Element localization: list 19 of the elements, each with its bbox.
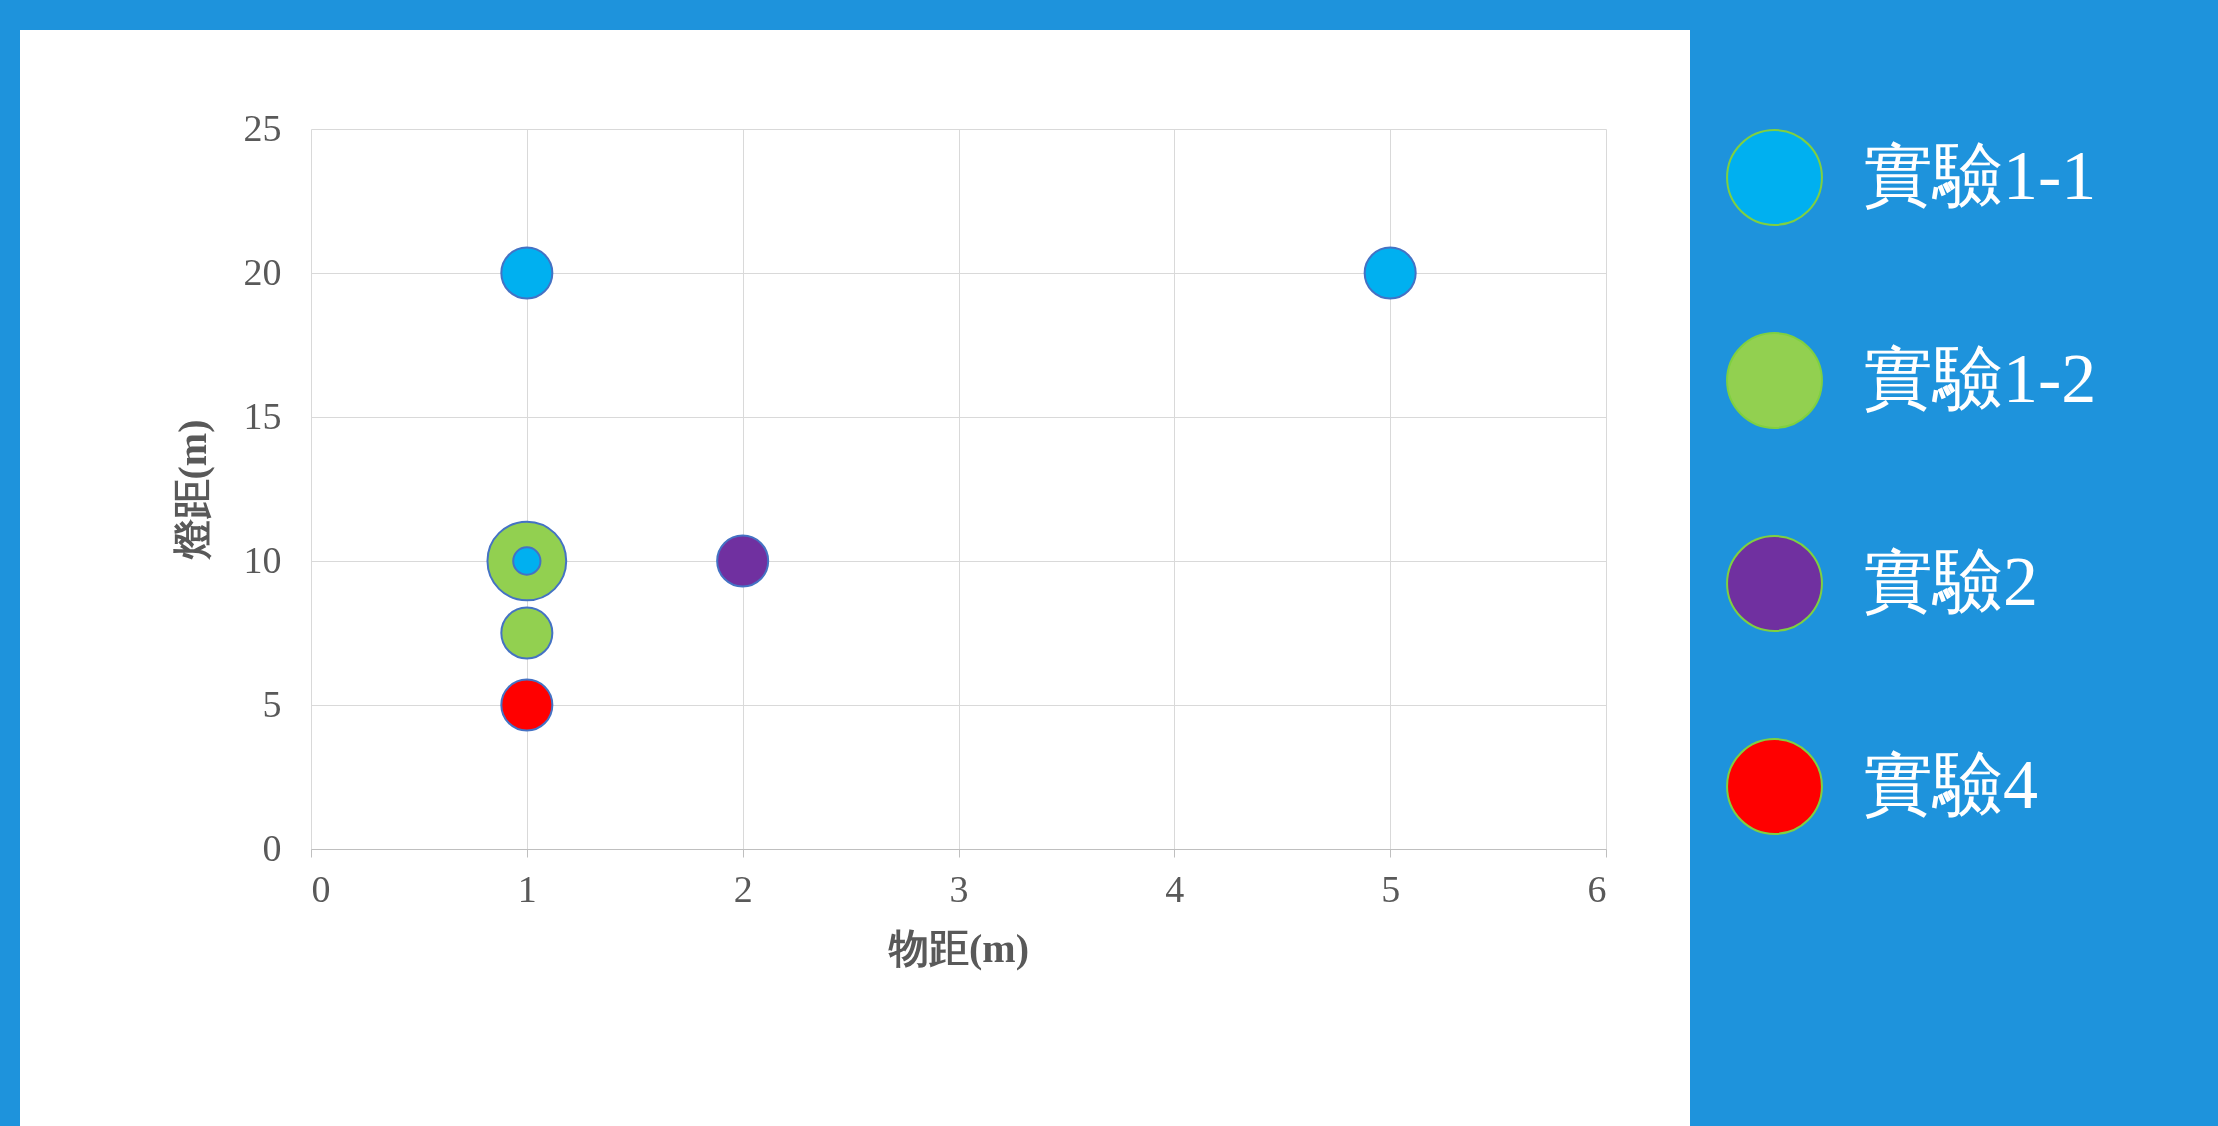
x-tick-label: 2 xyxy=(733,867,753,910)
x-tick-label: 0 xyxy=(311,867,331,910)
y-tick-label: 20 xyxy=(243,250,282,293)
x-axis-title: 物距(m) xyxy=(888,925,1029,971)
x-tick-label: 4 xyxy=(1165,867,1185,910)
legend-label: 實驗1-1 xyxy=(1863,136,2097,214)
y-axis-title: 燈距(m) xyxy=(169,419,215,561)
y-tick-label: 0 xyxy=(262,826,282,869)
legend-label: 實驗2 xyxy=(1863,542,2038,620)
x-tick-label: 1 xyxy=(517,867,537,910)
y-tick-label: 10 xyxy=(243,538,282,581)
y-tick-label: 25 xyxy=(243,106,282,149)
y-tick-label: 5 xyxy=(262,682,282,725)
x-tick-label: 5 xyxy=(1381,867,1401,910)
legend-label: 實驗4 xyxy=(1863,745,2038,823)
legend-label: 實驗1-2 xyxy=(1863,339,2097,417)
x-tick-label: 6 xyxy=(1587,867,1607,910)
x-tick-label: 3 xyxy=(949,867,969,910)
y-tick-label: 15 xyxy=(243,394,282,437)
